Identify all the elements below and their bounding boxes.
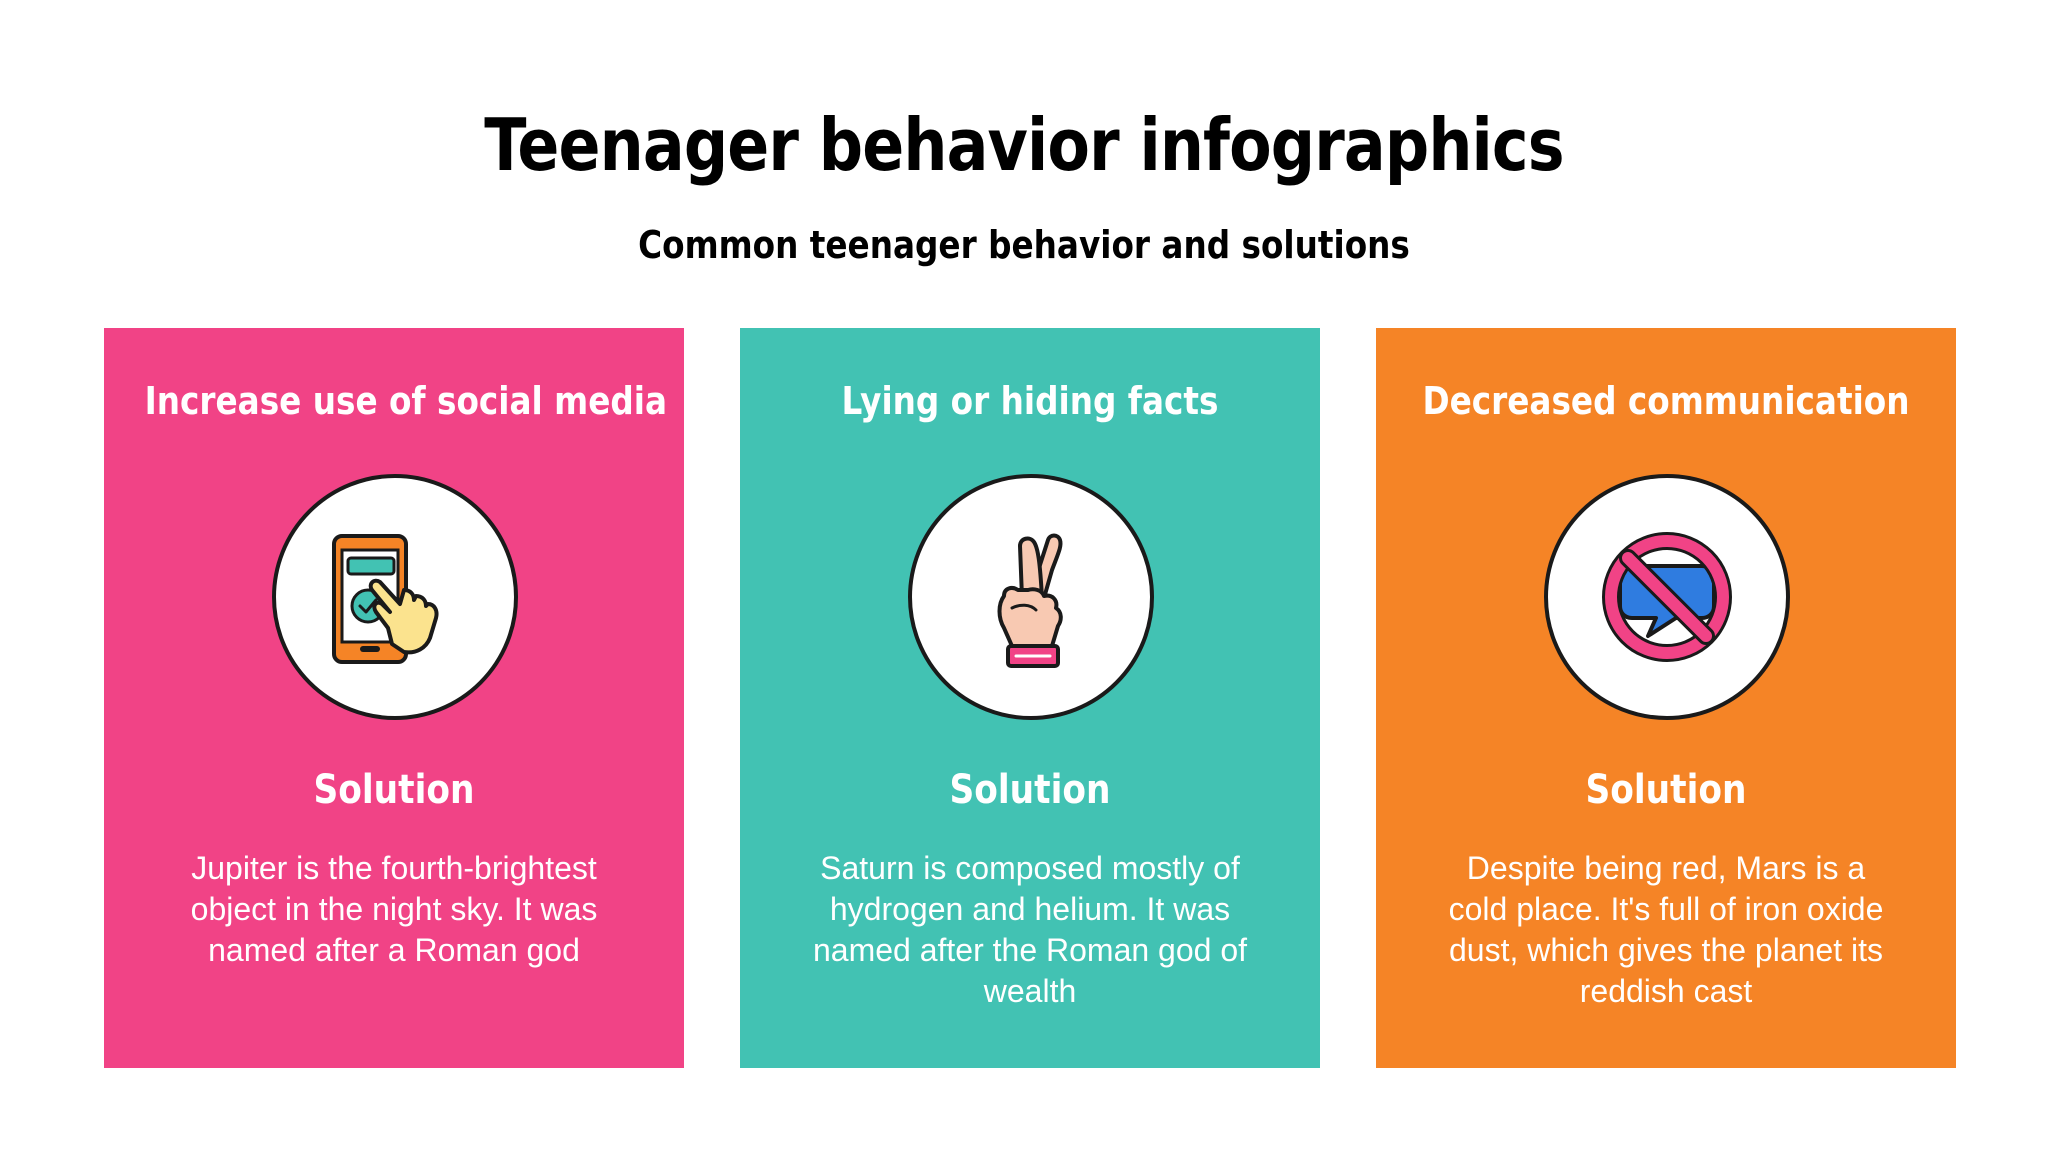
solution-text: Jupiter is the fourth-brightest object i… xyxy=(190,850,598,968)
solution-text: Saturn is composed mostly of hydrogen an… xyxy=(812,850,1248,1009)
solution-text: Despite being red, Mars is a cold place.… xyxy=(1448,850,1884,1009)
page-title: Teenager behavior infographics xyxy=(484,103,1564,187)
card-communication: Decreased communication Solution Despite… xyxy=(1376,328,1956,1068)
solution-label: Solution xyxy=(1585,767,1747,813)
card-heading: Increase use of social media xyxy=(144,379,668,423)
card-lying: Lying or hiding facts Solution Saturn is… xyxy=(740,328,1320,1068)
card-social-media: Increase use of social media Solution Ju… xyxy=(104,328,684,1068)
card-heading: Decreased communication xyxy=(1422,379,1910,423)
solution-label: Solution xyxy=(949,767,1111,813)
icon-circle xyxy=(1544,474,1790,720)
solution-label: Solution xyxy=(313,767,475,813)
card-heading: Lying or hiding facts xyxy=(841,379,1219,423)
smartphone-tap-icon xyxy=(332,534,439,664)
page-subtitle: Common teenager behavior and solutions xyxy=(638,223,1410,267)
icon-circle xyxy=(272,474,518,720)
no-chat-icon xyxy=(1602,532,1732,662)
crossed-fingers-icon xyxy=(997,533,1063,668)
icon-circle xyxy=(908,474,1154,720)
